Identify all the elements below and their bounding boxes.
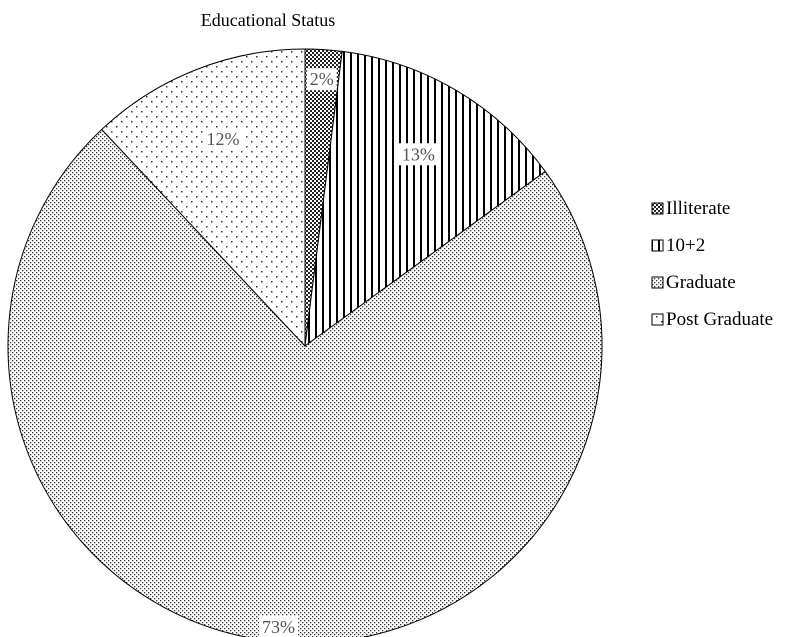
svg-text:13%: 13% — [402, 144, 435, 164]
pie-data-labels: 2% 13% 73% 12% — [203, 68, 438, 637]
data-label-graduate: 73% — [258, 615, 298, 637]
legend-swatch-illiterate — [651, 202, 664, 215]
legend-item-graduate: Graduate — [651, 272, 736, 293]
legend-item-10-2: 10+2 — [651, 235, 705, 256]
pie-slice-10-2 — [304, 50, 546, 348]
legend-label-post-graduate: Post Graduate — [666, 309, 773, 330]
svg-text:73%: 73% — [262, 617, 295, 637]
pie-slice-post-graduate — [100, 48, 306, 348]
data-label-post-graduate: 12% — [203, 127, 243, 150]
legend-label-illiterate: Illiterate — [666, 198, 730, 219]
data-label-10-2: 13% — [398, 143, 438, 166]
legend-label-graduate: Graduate — [666, 272, 736, 293]
data-label-illiterate: 2% — [306, 68, 337, 91]
pie-slices — [7, 48, 603, 637]
legend-item-illiterate: Illiterate — [651, 198, 730, 219]
pie-slice-graduate — [7, 128, 603, 637]
legend-swatch-10-2 — [651, 239, 664, 252]
legend: Illiterate 10+2 Graduate Post Graduate — [651, 198, 773, 330]
svg-text:12%: 12% — [207, 129, 240, 149]
legend-label-10-2: 10+2 — [666, 235, 705, 256]
legend-item-post-graduate: Post Graduate — [651, 309, 773, 330]
chart-title: Educational Status — [201, 10, 335, 30]
svg-text:2%: 2% — [310, 69, 334, 89]
legend-swatch-post-graduate — [651, 313, 664, 326]
legend-swatch-graduate — [651, 276, 664, 289]
